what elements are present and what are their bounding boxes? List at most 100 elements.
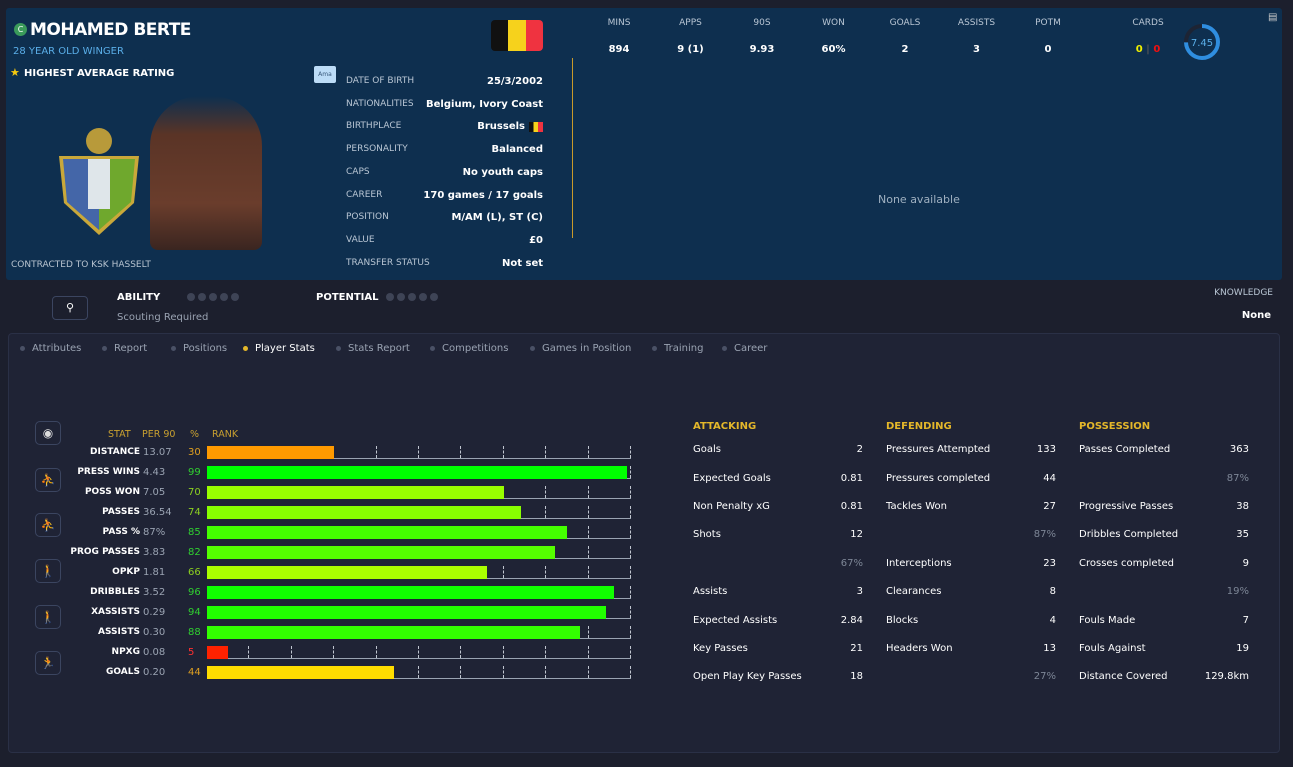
tab-career[interactable]: Career: [722, 343, 767, 354]
tab-games-in-position[interactable]: Games in Position: [530, 343, 631, 354]
stat-label: Passes Completed: [1079, 444, 1171, 455]
rank-tick: [418, 666, 419, 678]
rank-track: [207, 678, 631, 679]
stat-value: 129.8km: [1204, 671, 1249, 682]
stat-row: Interceptions 23: [886, 558, 1056, 569]
rank-row: POSS WON 7.05 70: [40, 484, 640, 504]
stat-label: Blocks: [886, 615, 919, 626]
stat-label: Open Play Key Passes: [693, 671, 802, 682]
stat-label: Dribbles Completed: [1079, 529, 1179, 540]
rank-tick: [630, 646, 631, 658]
rank-per90: 0.08: [143, 647, 166, 658]
rank-tick: [587, 646, 589, 658]
tab-dot-icon: [652, 346, 657, 351]
rank-tick: [502, 646, 504, 658]
highlight-text: HIGHEST AVERAGE RATING: [24, 68, 175, 79]
info-value: M/AM (L), ST (C): [451, 212, 543, 224]
rank-per90: 3.83: [143, 547, 166, 558]
stat-row: Shots 12: [693, 529, 863, 540]
tab-label: Attributes: [32, 343, 82, 354]
rank-tick: [460, 646, 462, 658]
info-value: 170 games / 17 goals: [423, 189, 543, 201]
rank-stat: DRIBBLES: [90, 587, 140, 597]
summary-label: WON: [822, 18, 845, 28]
dribble-icon[interactable]: 🚶: [35, 605, 61, 629]
tab-attributes[interactable]: Attributes: [20, 343, 81, 354]
stat-label: Assists: [693, 586, 728, 597]
rank-pct: 94: [188, 607, 201, 618]
stat-value: 35: [1236, 529, 1249, 540]
stat-label: Crosses completed: [1079, 558, 1175, 569]
info-row: DATE OF BIRTH 25/3/2002: [346, 76, 543, 87]
rank-row: PROG PASSES 3.83 82: [40, 544, 640, 564]
rank-tick: [502, 446, 504, 458]
stat-row: Fouls Against 19: [1079, 643, 1249, 654]
ama-tag[interactable]: Ama: [314, 66, 336, 83]
rank-tick: [587, 526, 589, 538]
birthplace-flag: [529, 122, 543, 133]
stat-row: Open Play Key Passes 18: [693, 671, 863, 682]
tackle-icon[interactable]: ⛹: [35, 513, 61, 537]
rank-tick: [630, 626, 631, 638]
stat-row: Crosses completed 9: [1079, 558, 1249, 569]
cards-value: 0 | 0: [1135, 44, 1161, 55]
info-label: DATE OF BIRTH: [346, 76, 415, 86]
stat-row: Progressive Passes 38: [1079, 501, 1249, 512]
captain-icon: C: [14, 23, 27, 36]
tab-label: Positions: [183, 343, 228, 354]
tab-dot-icon: [722, 346, 727, 351]
rank-stat: XASSISTS: [91, 607, 140, 617]
stat-row: Passes Completed 363: [1079, 444, 1249, 455]
stat-label: Non Penalty xG: [693, 501, 770, 512]
dribble-icon[interactable]: 🚶: [35, 559, 61, 583]
section-title: POSSESSION: [1079, 421, 1151, 432]
tab-label: Stats Report: [348, 343, 410, 354]
stat-value: 12: [850, 529, 863, 540]
rank-row: PRESS WINS 4.43 99: [40, 464, 640, 484]
scout-search-button[interactable]: ⚲: [52, 296, 88, 320]
rank-bar: [207, 486, 504, 499]
tab-competitions[interactable]: Competitions: [430, 343, 508, 354]
tackle-icon[interactable]: ⛹: [35, 468, 61, 492]
rank-bar: [207, 526, 568, 539]
stat-row: Distance Covered 129.8km: [1079, 671, 1249, 682]
runner-icon[interactable]: 🏃: [35, 651, 61, 675]
cards-label: CARDS: [1132, 18, 1164, 28]
rank-tick: [333, 646, 335, 658]
info-value: £0: [529, 234, 543, 246]
tab-label: Competitions: [442, 343, 509, 354]
menu-icon[interactable]: ▤: [1268, 12, 1278, 23]
rank-pct: 74: [188, 507, 201, 518]
rank-pct: 99: [188, 467, 201, 478]
tab-report[interactable]: Report: [102, 343, 147, 354]
summary-value: 9.93: [749, 44, 775, 55]
player-role-icon[interactable]: ◉: [35, 421, 61, 445]
tab-label: Games in Position: [542, 343, 632, 354]
section-title: DEFENDING: [886, 421, 952, 432]
tab-dot-icon: [530, 346, 535, 351]
stat-row: Expected Assists 2.84: [693, 615, 863, 626]
rank-per90: 4.43: [143, 467, 166, 478]
stat-value: 27%: [1033, 671, 1056, 682]
rank-tick: [630, 446, 631, 458]
rank-tick: [460, 446, 462, 458]
rank-tick: [375, 646, 377, 658]
knowledge-value: None: [1241, 310, 1271, 321]
tab-positions[interactable]: Positions: [171, 343, 227, 354]
rank-stat: PASSES: [102, 507, 140, 517]
rank-per90: 1.81: [143, 567, 166, 578]
stat-value: 2: [856, 444, 863, 455]
tab-training[interactable]: Training: [652, 343, 703, 354]
summary-value: 3: [973, 44, 980, 55]
rank-tick: [545, 506, 547, 518]
info-row: BIRTHPLACE Brussels: [346, 121, 543, 133]
info-value: 25/3/2002: [486, 76, 543, 87]
info-label: TRANSFER STATUS: [346, 257, 430, 268]
rank-tick: [545, 486, 547, 498]
knowledge-label: KNOWLEDGE: [1214, 288, 1273, 298]
rank-bar: [207, 546, 555, 559]
tab-player-stats[interactable]: Player Stats: [243, 343, 315, 354]
rank-stat: PROG PASSES: [70, 547, 140, 557]
tab-stats-report[interactable]: Stats Report: [336, 343, 410, 354]
rank-tick: [375, 446, 377, 458]
